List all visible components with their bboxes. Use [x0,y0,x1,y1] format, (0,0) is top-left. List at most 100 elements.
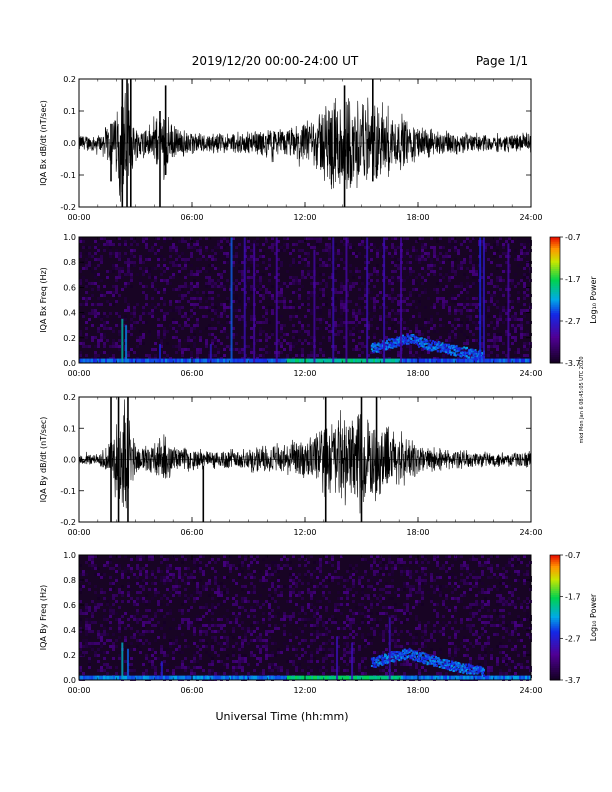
spectrogram-cell [349,333,352,336]
spectrogram-cell [145,270,148,273]
spectrogram-cell [160,609,163,612]
spectrogram-cell [175,345,178,348]
spectrogram-cell [82,315,85,318]
spectrogram-cell [97,660,100,663]
spectrogram-cell [232,627,235,630]
colorbar-segment [550,272,560,276]
spectrogram-cell [265,336,268,339]
spectrogram-cell [367,609,370,612]
spectrogram-cell [130,252,133,255]
spectrogram-cell [346,615,349,618]
spectrogram-cell [196,663,199,666]
spectrogram-cell [235,294,238,297]
spectrogram-cell [235,255,238,258]
spectrogram-cell [139,597,142,600]
pulsation-band-cell [407,339,410,342]
spectrogram-cell [127,600,130,603]
spectrogram-cell [289,591,292,594]
low-frequency-band [213,358,215,363]
spectrogram-cell [328,630,331,633]
spectrogram-cell [343,669,346,672]
spectrogram-cell [394,297,397,300]
spectrogram-cell [286,669,289,672]
spectrogram-cell [316,618,319,621]
spectrogram-cell [91,642,94,645]
spectrogram-cell [472,309,475,312]
burst-stripe [125,325,128,363]
spectrogram-cell [280,327,283,330]
spectrogram-cell [340,318,343,321]
spectrogram-cell [214,651,217,654]
spectrogram-cell [199,270,202,273]
spectrogram-cell [193,558,196,561]
spectrogram-cell [346,603,349,606]
spectrogram-cell [256,243,259,246]
spectrogram-cell [337,318,340,321]
spectrogram-cell [361,594,364,597]
spectrogram-cell [277,273,280,276]
spectrogram-cell [193,555,196,558]
spectrogram-cell [229,570,232,573]
spectrogram-cell [370,627,373,630]
pulsation-band-cell [436,350,439,353]
spectrogram-cell [214,636,217,639]
spectrogram-cell [205,276,208,279]
spectrogram-cell [109,327,112,330]
spectrogram-cell [259,579,262,582]
spectrogram-cell [505,354,508,357]
spectrogram-cell [232,300,235,303]
pulsation-band-cell [434,342,437,345]
colorbar-tick-label: -1.7 [565,275,581,284]
spectrogram-cell [373,588,376,591]
spectrogram-cell [451,261,454,264]
spectrogram-cell [466,336,469,339]
spectrogram-cell [286,564,289,567]
spectrogram-cell [199,306,202,309]
spectrogram-cell [361,318,364,321]
spectrogram-cell [238,306,241,309]
spectrogram-cell [100,261,103,264]
spectrogram-cell [526,276,529,279]
spectrogram-cell [331,627,334,630]
spectrogram-cell [127,264,130,267]
spectrogram-cell [487,258,490,261]
spectrogram-cell [496,348,499,351]
spectrogram-cell [100,354,103,357]
spectrogram-cell [133,309,136,312]
spectrogram-cell [82,345,85,348]
spectrogram-cell [229,348,232,351]
spectrogram-cell [166,579,169,582]
spectrogram-cell [499,276,502,279]
spectrogram-cell [103,630,106,633]
spectrogram-cell [364,672,367,675]
spectrogram-cell [511,306,514,309]
spectrogram-cell [154,288,157,291]
spectrogram-cell [520,309,523,312]
spectrogram-cell [169,267,172,270]
low-frequency-band [387,358,389,363]
spectrogram-cell [199,579,202,582]
spectrogram-cell [238,555,241,558]
pulsation-band-cell [381,342,384,345]
spectrogram-cell [469,318,472,321]
y-tick-label: 0.8 [63,258,76,267]
spectrogram-cell [292,258,295,261]
spectrogram-cell [289,588,292,591]
spectrogram-cell [283,624,286,627]
spectrogram-cell [433,345,436,348]
spectrogram-cell [370,606,373,609]
colorbar-segment [550,304,560,307]
spectrogram-cell [391,291,394,294]
spectrogram-cell [379,594,382,597]
spectrogram-cell [319,582,322,585]
low-frequency-band [377,358,379,363]
spectrogram-cell [121,594,124,597]
spectrogram-cell [433,264,436,267]
spectrogram-cell [241,279,244,282]
spectrogram-cell [184,264,187,267]
spectrogram-cell [154,672,157,675]
spectrogram-cell [118,330,121,333]
spectrogram-cell [220,273,223,276]
spectrogram-cell [232,348,235,351]
spectrogram-cell [163,624,166,627]
